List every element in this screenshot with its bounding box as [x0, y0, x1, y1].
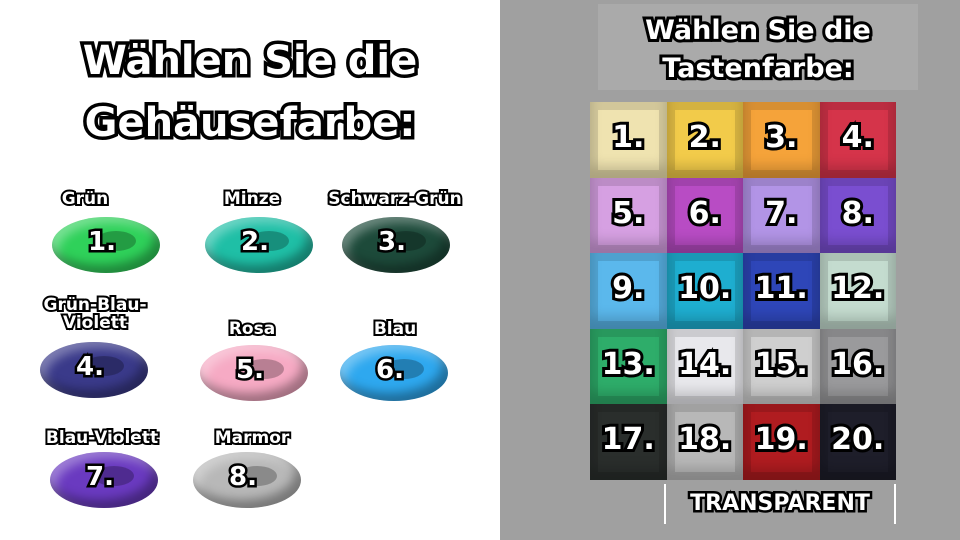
- keycap-option[interactable]: 8.: [819, 177, 896, 254]
- keycap-option[interactable]: 15.: [743, 328, 820, 405]
- keycap-number: 6.: [686, 193, 724, 234]
- keycap-option[interactable]: 3.: [743, 102, 820, 178]
- case-label: Grün-Blau- Violett: [41, 294, 148, 334]
- keycap-number: 8.: [839, 193, 877, 234]
- case-number: 7.: [84, 460, 117, 495]
- case-label: Minze: [222, 188, 282, 210]
- case-option[interactable]: 3.: [342, 217, 450, 273]
- case-label: Grün: [60, 188, 111, 210]
- keycap-number: 4.: [839, 117, 877, 158]
- keycap-number: 13.: [599, 344, 658, 385]
- keycap-number: 14.: [675, 344, 734, 385]
- case-option[interactable]: 6.: [340, 345, 448, 401]
- keycap-number: 3.: [762, 117, 800, 158]
- key-title-box: [598, 4, 918, 90]
- case-number: 4.: [74, 350, 107, 385]
- keycap-number: 11.: [752, 268, 811, 309]
- keycap-number: 17.: [599, 419, 658, 460]
- keycap-option[interactable]: 1.: [590, 102, 667, 178]
- keycap-number: 7.: [762, 193, 800, 234]
- keycap-number: 12.: [828, 268, 887, 309]
- transparent-bracket: TRANSPARENT: [664, 484, 896, 524]
- case-label: Schwarz-Grün: [326, 188, 463, 210]
- keycap-number: 16.: [828, 344, 887, 385]
- keycap-number: 15.: [752, 344, 811, 385]
- case-label: Blau: [372, 318, 418, 340]
- keycap-option[interactable]: 20.: [819, 404, 896, 480]
- case-opening: [237, 466, 277, 486]
- case-label: Marmor: [213, 427, 292, 449]
- keycap-option[interactable]: 16.: [819, 328, 896, 405]
- keycap-option[interactable]: 7.: [743, 177, 820, 254]
- case-number: 3.: [376, 225, 409, 260]
- key-title-line2: Tastenfarbe:: [659, 50, 856, 87]
- keycap-option[interactable]: 13.: [590, 328, 667, 405]
- keycap-option[interactable]: 5.: [590, 177, 667, 254]
- keycap-option[interactable]: 14.: [666, 328, 743, 405]
- case-opening: [386, 231, 426, 251]
- keycap-option[interactable]: 18.: [666, 404, 743, 480]
- case-option[interactable]: 5.: [200, 345, 308, 401]
- keycap-number: 2.: [686, 117, 724, 158]
- case-opening: [249, 231, 289, 251]
- case-option[interactable]: 7.: [50, 452, 158, 508]
- case-opening: [384, 359, 424, 379]
- case-number: 5.: [234, 353, 267, 388]
- case-option[interactable]: 4.: [40, 342, 148, 398]
- case-opening: [96, 231, 136, 251]
- case-option[interactable]: 1.: [52, 217, 160, 273]
- case-number: 6.: [374, 353, 407, 388]
- keycap-number: 20.: [828, 419, 887, 460]
- transparent-label: TRANSPARENT: [688, 489, 873, 519]
- keycap-option[interactable]: 11.: [743, 253, 820, 329]
- case-opening: [244, 359, 284, 379]
- case-label: Rosa: [227, 318, 277, 340]
- keycap-option[interactable]: 17.: [590, 404, 667, 480]
- case-option[interactable]: 2.: [205, 217, 313, 273]
- keycap-option[interactable]: 6.: [666, 177, 743, 254]
- keycap-option[interactable]: 2.: [666, 102, 743, 178]
- keycap-option[interactable]: 19.: [743, 404, 820, 480]
- case-label: Blau-Violett: [44, 427, 160, 449]
- case-opening: [94, 466, 134, 486]
- case-number: 1.: [86, 225, 119, 260]
- keycap-number: 9.: [609, 268, 647, 309]
- keycap-option[interactable]: 12.: [819, 253, 896, 329]
- case-title-line1: Wählen Sie die: [79, 35, 420, 88]
- keycap-number: 10.: [675, 268, 734, 309]
- keycap-number: 5.: [609, 193, 647, 234]
- keycap-option[interactable]: 9.: [590, 253, 667, 329]
- keycap-number: 1.: [609, 117, 647, 158]
- keycap-number: 19.: [752, 419, 811, 460]
- case-number: 8.: [227, 460, 260, 495]
- case-number: 2.: [239, 225, 272, 260]
- keycap-number: 18.: [675, 419, 734, 460]
- case-option[interactable]: 8.: [193, 452, 301, 508]
- keycap-option[interactable]: 10.: [666, 253, 743, 329]
- case-title-line2: Gehäusefarbe:: [81, 97, 419, 150]
- key-title-line1: Wählen Sie die: [642, 12, 874, 49]
- keycap-option[interactable]: 4.: [819, 102, 896, 178]
- keycap-grid: 1. 2. 3. 4. 5. 6. 7. 8. 9. 10. 11. 12. 13. 14. 15. 16. 1…: [590, 102, 896, 480]
- case-opening: [84, 356, 124, 376]
